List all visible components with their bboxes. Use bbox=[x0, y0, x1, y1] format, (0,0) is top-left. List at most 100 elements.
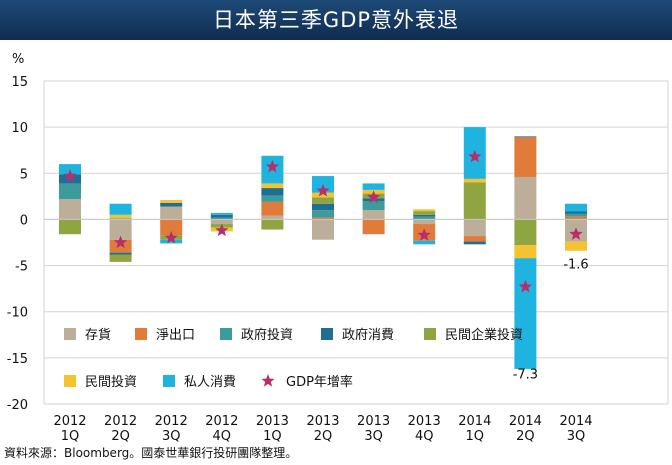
x-tick-label: 2012 3Q bbox=[155, 414, 188, 442]
y-tick-label: 10 bbox=[11, 121, 28, 136]
bar-segment bbox=[362, 183, 385, 190]
gdp-star-marker bbox=[468, 149, 482, 163]
bar-segment bbox=[312, 219, 334, 240]
gdp-star-marker bbox=[113, 235, 128, 249]
legend-label: 私人消費 bbox=[184, 375, 236, 390]
bar-segment bbox=[261, 215, 284, 220]
gdp-star-marker bbox=[215, 223, 229, 237]
bar-segment bbox=[109, 214, 132, 219]
y-tick-label: -5 bbox=[15, 260, 28, 275]
x-tick-label: 2014 3Q bbox=[559, 414, 592, 442]
bar-segment bbox=[59, 199, 81, 220]
bar-segment bbox=[109, 252, 132, 255]
y-tick-label: 15 bbox=[11, 75, 28, 90]
legend-star-icon bbox=[261, 374, 275, 387]
bar-segment bbox=[312, 197, 334, 204]
bar-segment bbox=[109, 203, 132, 215]
bar-segment bbox=[109, 219, 132, 240]
bar-segment bbox=[565, 203, 587, 212]
gdp-star-marker bbox=[417, 228, 431, 241]
bar-segment bbox=[463, 236, 486, 242]
x-tick-label: 2013 4Q bbox=[408, 414, 441, 442]
bar-segment bbox=[565, 216, 587, 220]
bar-segment bbox=[514, 219, 537, 246]
legend-label: 民間投資 bbox=[85, 374, 137, 390]
bar-segment bbox=[261, 188, 284, 196]
bar-segment bbox=[565, 211, 587, 214]
bar-segment bbox=[210, 214, 233, 218]
bar-segment bbox=[160, 206, 183, 220]
x-tick-label: 2013 1Q bbox=[256, 414, 289, 442]
bar-segment bbox=[109, 254, 132, 262]
bar-segment bbox=[312, 203, 334, 211]
bar-segment bbox=[261, 201, 284, 216]
value-annotation: -1.6 bbox=[563, 258, 588, 273]
gdp-star-marker bbox=[316, 183, 330, 197]
bar-segment bbox=[261, 183, 284, 189]
bar-segment bbox=[463, 241, 486, 245]
legend-label: 民間企業投資 bbox=[445, 327, 523, 343]
bar-segment bbox=[59, 219, 81, 235]
legend-swatch bbox=[321, 328, 333, 340]
x-tick-label: 2012 1Q bbox=[53, 414, 86, 442]
bar-segment bbox=[261, 219, 284, 230]
value-annotation: -7.3 bbox=[513, 367, 538, 382]
bar-segment bbox=[463, 219, 486, 237]
gdp-star-marker bbox=[366, 190, 381, 203]
bar-segment bbox=[261, 195, 284, 202]
legend-label: 淨出口 bbox=[156, 328, 195, 343]
legend-swatch bbox=[163, 375, 175, 387]
y-tick-label: -20 bbox=[7, 398, 28, 413]
bar-segment bbox=[514, 176, 537, 220]
bar-segment bbox=[514, 245, 537, 259]
bar-segment bbox=[514, 137, 537, 177]
gdp-star-marker bbox=[164, 230, 178, 244]
bar-segment bbox=[160, 239, 183, 244]
bar-segment bbox=[59, 183, 81, 200]
bar-segment bbox=[413, 240, 436, 245]
legend-swatch bbox=[64, 375, 76, 387]
bar-segment bbox=[210, 219, 233, 225]
bar-segment bbox=[160, 202, 183, 207]
source-note: 資料來源：Bloomberg。國泰世華銀行投研團隊整理。 bbox=[4, 446, 298, 460]
bar-segment bbox=[210, 212, 233, 215]
bar-segment bbox=[312, 217, 334, 220]
bar-segment bbox=[362, 219, 385, 235]
x-tick-label: 2014 1Q bbox=[458, 414, 491, 442]
bar-segment bbox=[362, 200, 385, 211]
bar-segment bbox=[463, 178, 486, 183]
gdp-star-marker bbox=[518, 279, 533, 293]
legend-label: 政府消費 bbox=[342, 328, 394, 343]
bar-segment bbox=[362, 210, 385, 220]
bar-segment bbox=[413, 214, 436, 217]
y-unit-label: % bbox=[12, 52, 24, 67]
gdp-star-marker bbox=[569, 227, 583, 240]
bar-segment bbox=[565, 241, 587, 251]
bar-segment bbox=[160, 200, 183, 203]
bar-segment bbox=[514, 136, 537, 138]
x-tick-label: 2012 2Q bbox=[104, 414, 137, 442]
bar-segment bbox=[413, 211, 436, 215]
bar-segment bbox=[413, 209, 436, 212]
bar-segment bbox=[565, 213, 587, 217]
y-tick-label: 5 bbox=[20, 167, 28, 182]
legend-swatch bbox=[424, 328, 436, 340]
legend-label: 政府投資 bbox=[241, 327, 293, 343]
y-tick-label: -10 bbox=[7, 306, 28, 321]
bar-segment bbox=[413, 219, 436, 225]
legend-swatch bbox=[64, 328, 76, 340]
chart: % 15 10 5 0 -5 -10 -15 -20 -7.3 -1.6 2012 1Q 2012 2Q 20… bbox=[7, 52, 669, 442]
legend-swatch bbox=[220, 328, 232, 340]
legend-swatch bbox=[135, 328, 147, 340]
gdp-star-marker bbox=[63, 169, 77, 182]
title-bar bbox=[0, 0, 672, 40]
gdp-star-marker bbox=[265, 159, 280, 173]
chart-title: 日本第三季GDP意外衰退 bbox=[212, 8, 460, 32]
bar-segment bbox=[109, 239, 132, 253]
bar-segment bbox=[514, 258, 537, 369]
bar-segment bbox=[160, 219, 183, 236]
legend-label: GDP年增率 bbox=[286, 374, 353, 390]
bar-segment bbox=[312, 192, 334, 198]
legend-label: 存貨 bbox=[85, 327, 111, 343]
bar-segment bbox=[312, 210, 334, 218]
